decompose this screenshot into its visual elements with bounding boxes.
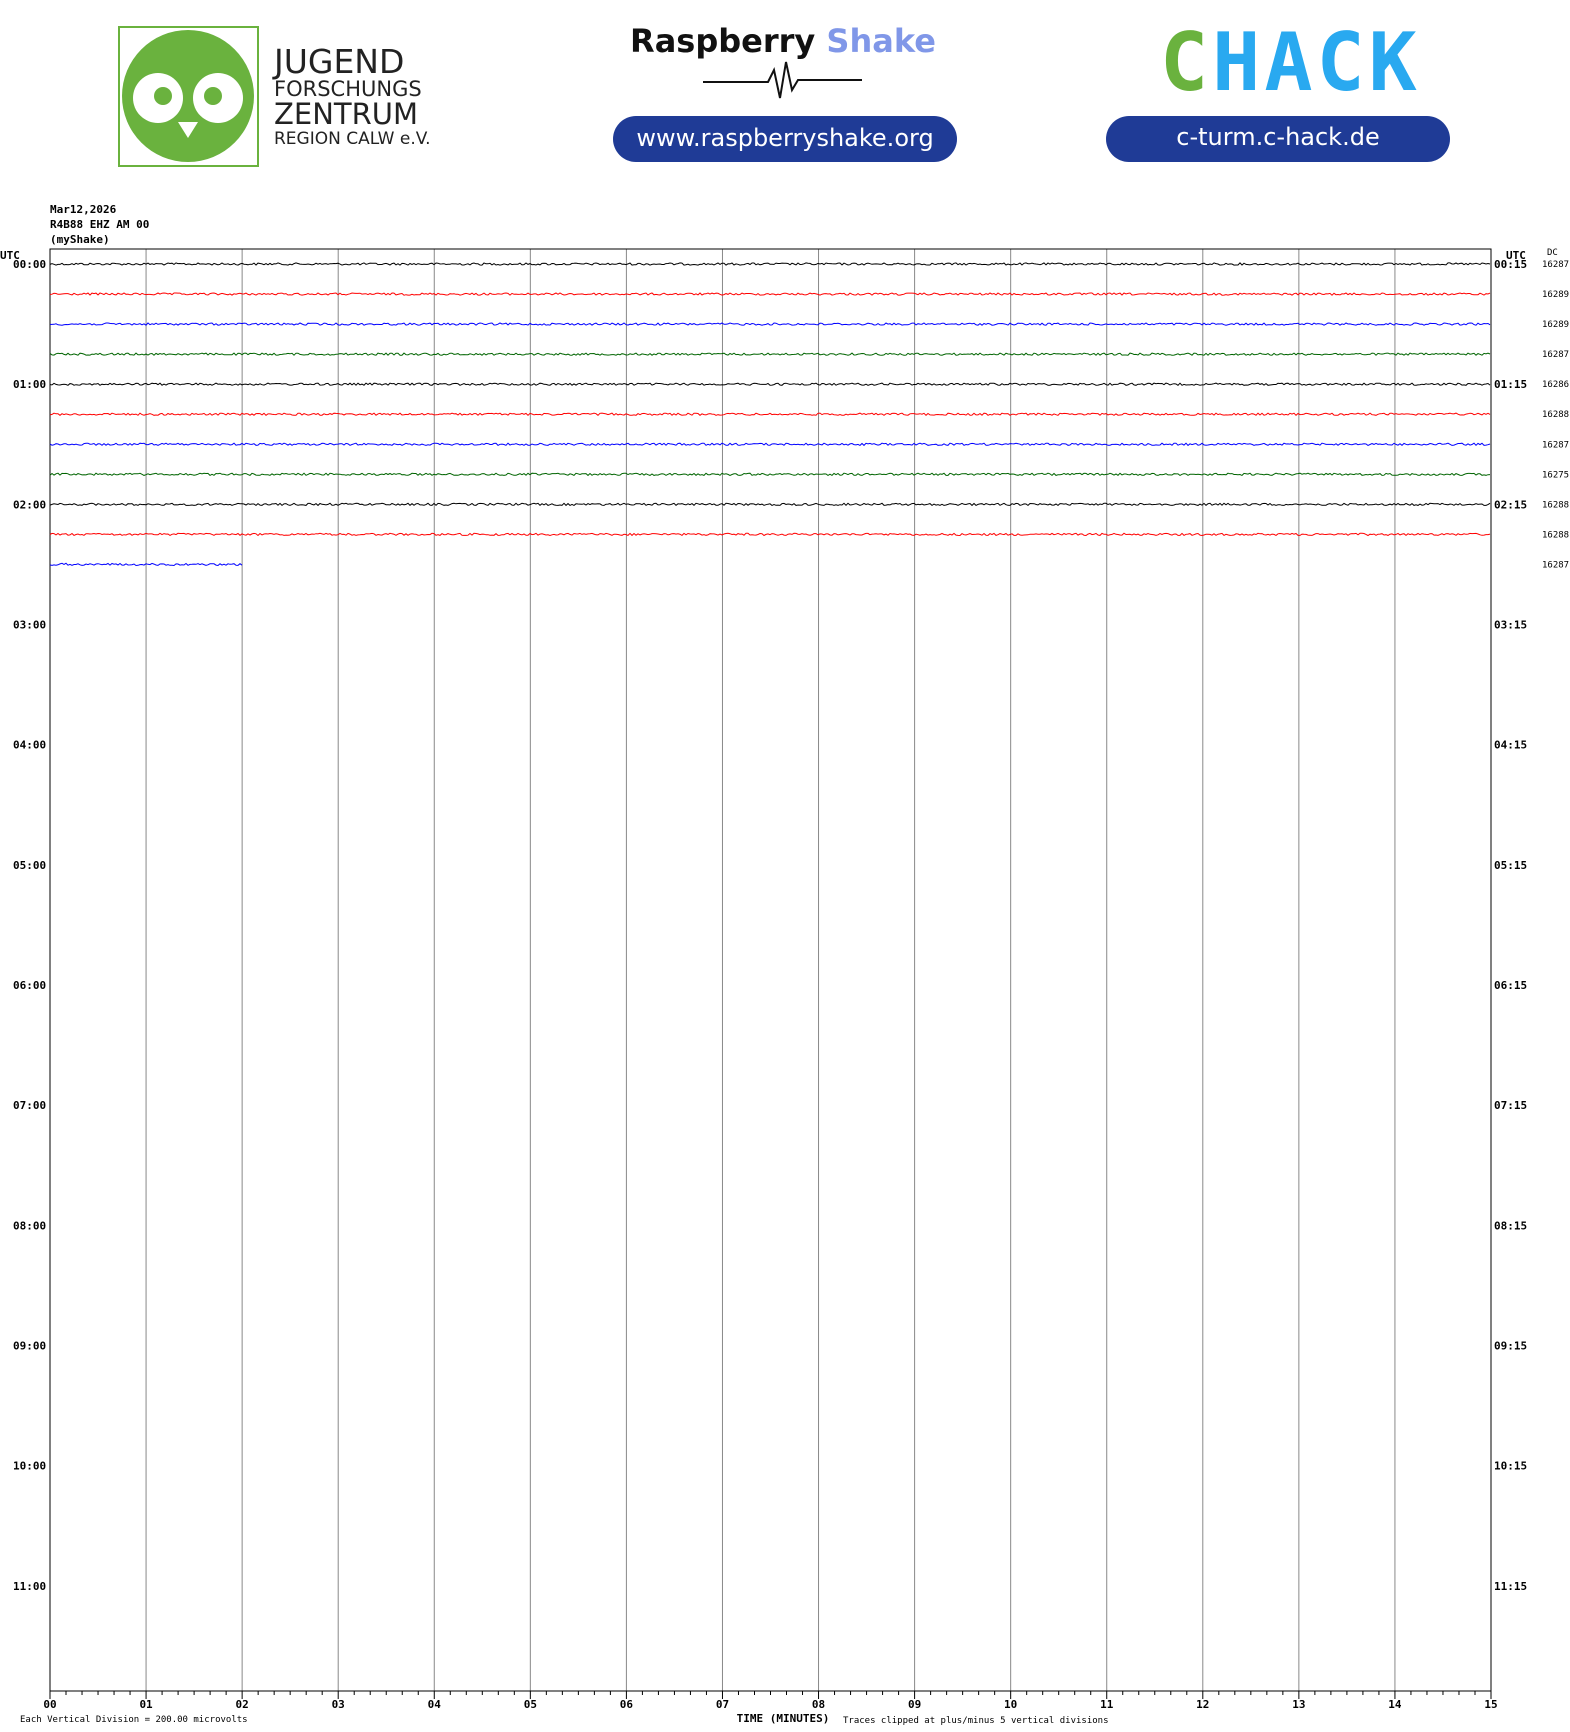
x-tick-label: 01 [139,1698,153,1711]
jfz-line: FORSCHUNGS [274,77,422,101]
jfz-logo: JUGEND FORSCHUNGS ZENTRUM REGION CALW e.… [118,26,431,167]
rs-word: Raspberry [630,22,815,60]
trace [49,532,1491,537]
dc-label: 16286 [1542,380,1569,390]
row-label-right: 10:15 [1494,1460,1527,1473]
x-tick-label: 08 [812,1698,825,1711]
x-tick-label: 07 [716,1698,729,1711]
dc-label: 16288 [1542,500,1569,510]
date: Mar12,2026 [50,203,117,216]
right-title: UTC [1506,249,1526,262]
dc-label: 16289 [1542,320,1569,330]
x-tick-label: 12 [1196,1698,1209,1711]
trace [49,442,1491,447]
left-title: UTC [0,249,20,262]
x-tick-label: 10 [1004,1698,1017,1711]
trace [49,352,1491,356]
jfz-line: ZENTRUM [274,97,418,131]
trace [49,322,1491,326]
dc-label: 16287 [1542,560,1569,570]
row-label-right: 08:15 [1494,1219,1527,1232]
row-label-right: 01:15 [1494,378,1527,391]
row-label-right: 06:15 [1494,979,1527,992]
dc-label: 16287 [1542,440,1569,450]
dc-label: 16288 [1542,530,1569,540]
dc-label: 16287 [1542,260,1569,270]
trace [49,562,243,567]
chack-url[interactable]: c-turm.c-hack.de [1176,123,1379,151]
row-label-left: 07:00 [13,1099,46,1112]
x-tick-label: 09 [908,1698,921,1711]
chack-logo: CHACK c-turm.c-hack.de [1106,16,1450,162]
dc-label: 16287 [1542,350,1569,360]
rs-logo: Raspberry Shake www.raspberryshake.org [613,22,957,162]
x-tick-label: 14 [1388,1698,1402,1711]
row-label-left: 05:00 [13,859,46,872]
row-label-right: 05:15 [1494,859,1527,872]
trace [49,412,1491,416]
row-label-right: 09:15 [1494,1340,1527,1353]
station: R4B88 EHZ AM 00 [50,218,149,231]
row-label-left: 06:00 [13,979,46,992]
trace [49,502,1491,507]
row-label-left: 11:00 [13,1580,46,1593]
row-label-right: 03:15 [1494,619,1527,632]
rs-word: Shake [826,22,936,60]
x-tick-label: 00 [43,1698,56,1711]
trace [49,292,1491,296]
clip-note: Traces clipped at plus/minus 5 vertical … [843,1716,1109,1726]
trace [49,382,1491,386]
row-label-left: 03:00 [13,619,46,632]
dc-label: 16275 [1542,470,1569,480]
rs-title: Raspberry Shake [630,22,936,60]
x-tick-label: 13 [1292,1698,1305,1711]
jfz-line: REGION CALW e.V. [274,129,431,149]
x-tick-label: 03 [332,1698,345,1711]
row-label-left: 09:00 [13,1340,46,1353]
chack-rest: HACK [1212,16,1421,109]
chack-c: C [1160,16,1212,109]
row-label-left: 08:00 [13,1219,46,1232]
row-label-right: 00:15 [1494,258,1527,271]
x-tick-label: 05 [524,1698,537,1711]
row-label-right: 02:15 [1494,498,1527,511]
row-label-left: 10:00 [13,1460,46,1473]
x-tick-label: 06 [620,1698,634,1711]
x-tick-label: 15 [1484,1698,1497,1711]
chack-title: CHACK [1160,16,1421,109]
trace [49,262,1491,266]
jfz-line: JUGEND [272,42,404,81]
row-label-right: 11:15 [1494,1580,1527,1593]
source: (myShake) [50,233,110,246]
rs-url[interactable]: www.raspberryshake.org [636,124,933,152]
row-label-left: 01:00 [13,378,46,391]
row-label-right: 07:15 [1494,1099,1527,1112]
row-label-right: 04:15 [1494,739,1527,752]
x-tick-label: 02 [236,1698,249,1711]
row-label-left: 04:00 [13,739,46,752]
x-tick-label: 04 [428,1698,442,1711]
row-label-left: 00:00 [13,258,46,271]
scale-note: Each Vertical Division = 200.00 microvol… [20,1715,248,1725]
dc-title: DC [1547,248,1558,258]
dc-label: 16288 [1542,410,1569,420]
row-label-left: 02:00 [13,498,46,511]
dc-label: 16289 [1542,290,1569,300]
trace [49,472,1491,477]
x-tick-label: 11 [1100,1698,1114,1711]
x-label: TIME (MINUTES) [737,1712,830,1725]
